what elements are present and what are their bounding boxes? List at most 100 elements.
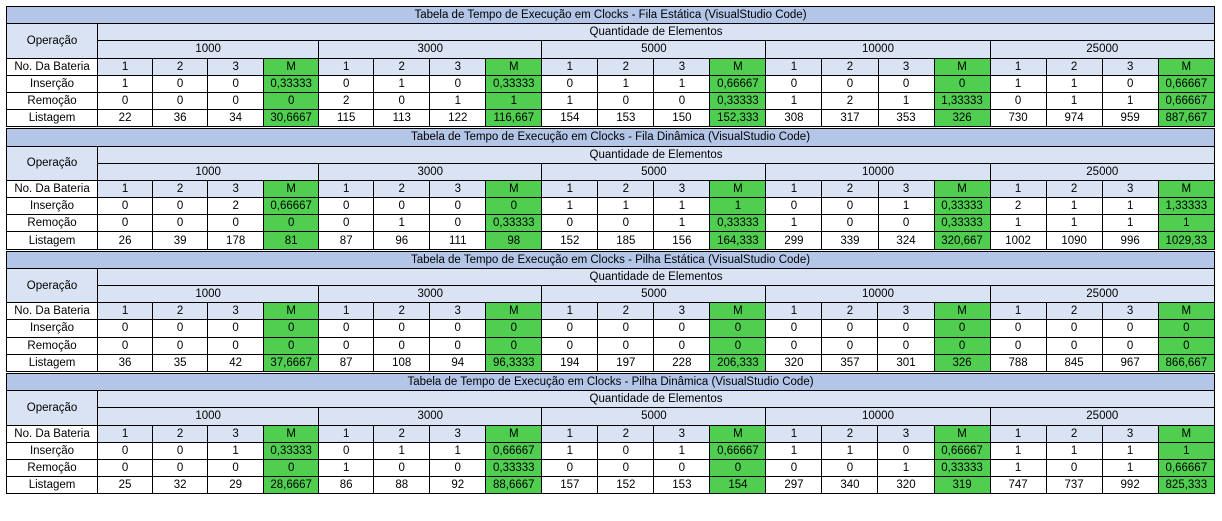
value-cell[interactable]: 0 xyxy=(207,91,265,111)
battery-number[interactable]: 3 xyxy=(1101,302,1159,321)
value-cell[interactable]: 0 xyxy=(429,319,487,338)
mean-value-cell[interactable]: 81 xyxy=(263,231,320,250)
value-cell[interactable]: 0 xyxy=(765,197,823,216)
size-header[interactable]: 5000 xyxy=(541,407,767,426)
mean-value-cell[interactable]: 1 xyxy=(709,197,767,216)
battery-number[interactable]: 3 xyxy=(653,424,711,443)
operacao-header[interactable]: Operação xyxy=(5,267,99,304)
size-header[interactable]: 3000 xyxy=(318,407,543,426)
size-header[interactable]: 5000 xyxy=(541,162,767,181)
operacao-header[interactable]: Operação xyxy=(5,145,99,181)
size-header[interactable]: 5000 xyxy=(541,284,767,304)
value-cell[interactable]: 228 xyxy=(653,353,711,372)
value-cell[interactable]: 0 xyxy=(765,336,823,355)
value-cell[interactable]: 1 xyxy=(541,197,599,216)
value-cell[interactable]: 113 xyxy=(373,109,431,128)
value-cell[interactable]: 845 xyxy=(1045,353,1103,372)
size-header[interactable]: 1000 xyxy=(97,162,320,181)
size-header[interactable]: 3000 xyxy=(318,162,543,181)
size-header[interactable]: 25000 xyxy=(989,407,1216,426)
mean-value-cell[interactable]: 0 xyxy=(263,458,320,478)
battery-number[interactable]: 1 xyxy=(318,424,375,443)
battery-number[interactable]: 1 xyxy=(765,57,823,76)
value-cell[interactable]: 0 xyxy=(207,458,265,478)
battery-number[interactable]: 2 xyxy=(821,179,879,199)
value-cell[interactable]: 2 xyxy=(989,197,1047,216)
mean-header[interactable]: M xyxy=(933,179,991,199)
battery-number[interactable]: 3 xyxy=(207,179,265,199)
quantidade-header[interactable]: Quantidade de Elementos xyxy=(97,390,1215,409)
mean-value-cell[interactable]: 0,33333 xyxy=(485,214,543,233)
mean-value-cell[interactable]: 0 xyxy=(933,74,991,93)
battery-number[interactable]: 3 xyxy=(1101,424,1159,443)
value-cell[interactable]: 0 xyxy=(97,458,154,478)
value-cell[interactable]: 297 xyxy=(765,476,823,495)
value-cell[interactable]: 1 xyxy=(597,74,655,93)
value-cell[interactable]: 0 xyxy=(989,319,1047,338)
value-cell[interactable]: 959 xyxy=(1101,109,1159,128)
mean-value-cell[interactable]: 0,66667 xyxy=(1157,91,1216,111)
value-cell[interactable]: 29 xyxy=(207,476,265,495)
value-cell[interactable]: 299 xyxy=(765,231,823,250)
value-cell[interactable]: 357 xyxy=(821,353,879,372)
battery-number[interactable]: 1 xyxy=(97,57,154,76)
value-cell[interactable]: 0 xyxy=(318,197,375,216)
value-cell[interactable]: 1 xyxy=(1045,214,1103,233)
mean-value-cell[interactable]: 0 xyxy=(709,319,767,338)
mean-value-cell[interactable]: 164,333 xyxy=(709,231,767,250)
battery-number[interactable]: 3 xyxy=(429,57,487,76)
size-header[interactable]: 1000 xyxy=(97,284,320,304)
value-cell[interactable]: 1 xyxy=(1045,441,1103,460)
battery-number[interactable]: 1 xyxy=(97,424,154,443)
value-cell[interactable]: 87 xyxy=(318,231,375,250)
value-cell[interactable]: 0 xyxy=(318,319,375,338)
mean-header[interactable]: M xyxy=(709,57,767,76)
operation-label[interactable]: Listagem xyxy=(5,109,99,128)
value-cell[interactable]: 1 xyxy=(373,441,431,460)
mean-value-cell[interactable]: 0 xyxy=(263,91,320,111)
value-cell[interactable]: 0 xyxy=(318,441,375,460)
value-cell[interactable]: 974 xyxy=(1045,109,1103,128)
mean-value-cell[interactable]: 88,6667 xyxy=(485,476,543,495)
battery-number[interactable]: 1 xyxy=(318,57,375,76)
battery-number[interactable]: 2 xyxy=(373,57,431,76)
value-cell[interactable]: 0 xyxy=(97,441,154,460)
value-cell[interactable]: 0 xyxy=(821,214,879,233)
value-cell[interactable]: 0 xyxy=(1101,319,1159,338)
value-cell[interactable]: 0 xyxy=(597,319,655,338)
battery-number[interactable]: 1 xyxy=(765,302,823,321)
value-cell[interactable]: 0 xyxy=(152,74,209,93)
bateria-label[interactable]: No. Da Bateria xyxy=(5,179,99,199)
mean-header[interactable]: M xyxy=(933,57,991,76)
mean-header[interactable]: M xyxy=(485,179,543,199)
battery-number[interactable]: 3 xyxy=(653,57,711,76)
value-cell[interactable]: 0 xyxy=(1045,319,1103,338)
mean-value-cell[interactable]: 0,66667 xyxy=(933,441,991,460)
value-cell[interactable]: 0 xyxy=(765,74,823,93)
value-cell[interactable]: 153 xyxy=(597,109,655,128)
value-cell[interactable]: 42 xyxy=(207,353,265,372)
mean-value-cell[interactable]: 0 xyxy=(485,336,543,355)
value-cell[interactable]: 87 xyxy=(318,353,375,372)
mean-header[interactable]: M xyxy=(1157,424,1216,443)
size-header[interactable]: 10000 xyxy=(765,162,991,181)
mean-value-cell[interactable]: 320,667 xyxy=(933,231,991,250)
mean-value-cell[interactable]: 1,33333 xyxy=(1157,197,1216,216)
operation-label[interactable]: Remoção xyxy=(5,336,99,355)
quantidade-header[interactable]: Quantidade de Elementos xyxy=(97,23,1215,42)
battery-number[interactable]: 3 xyxy=(207,302,265,321)
value-cell[interactable]: 1 xyxy=(653,441,711,460)
mean-value-cell[interactable]: 206,333 xyxy=(709,353,767,372)
battery-number[interactable]: 3 xyxy=(207,424,265,443)
value-cell[interactable]: 0 xyxy=(429,336,487,355)
value-cell[interactable]: 0 xyxy=(877,319,935,338)
quantidade-header[interactable]: Quantidade de Elementos xyxy=(97,145,1215,164)
battery-number[interactable]: 2 xyxy=(821,424,879,443)
mean-header[interactable]: M xyxy=(485,302,543,321)
mean-value-cell[interactable]: 0 xyxy=(1157,336,1216,355)
mean-value-cell[interactable]: 825,333 xyxy=(1157,476,1216,495)
value-cell[interactable]: 26 xyxy=(97,231,154,250)
value-cell[interactable]: 0 xyxy=(877,74,935,93)
battery-number[interactable]: 3 xyxy=(1101,57,1159,76)
size-header[interactable]: 10000 xyxy=(765,407,991,426)
